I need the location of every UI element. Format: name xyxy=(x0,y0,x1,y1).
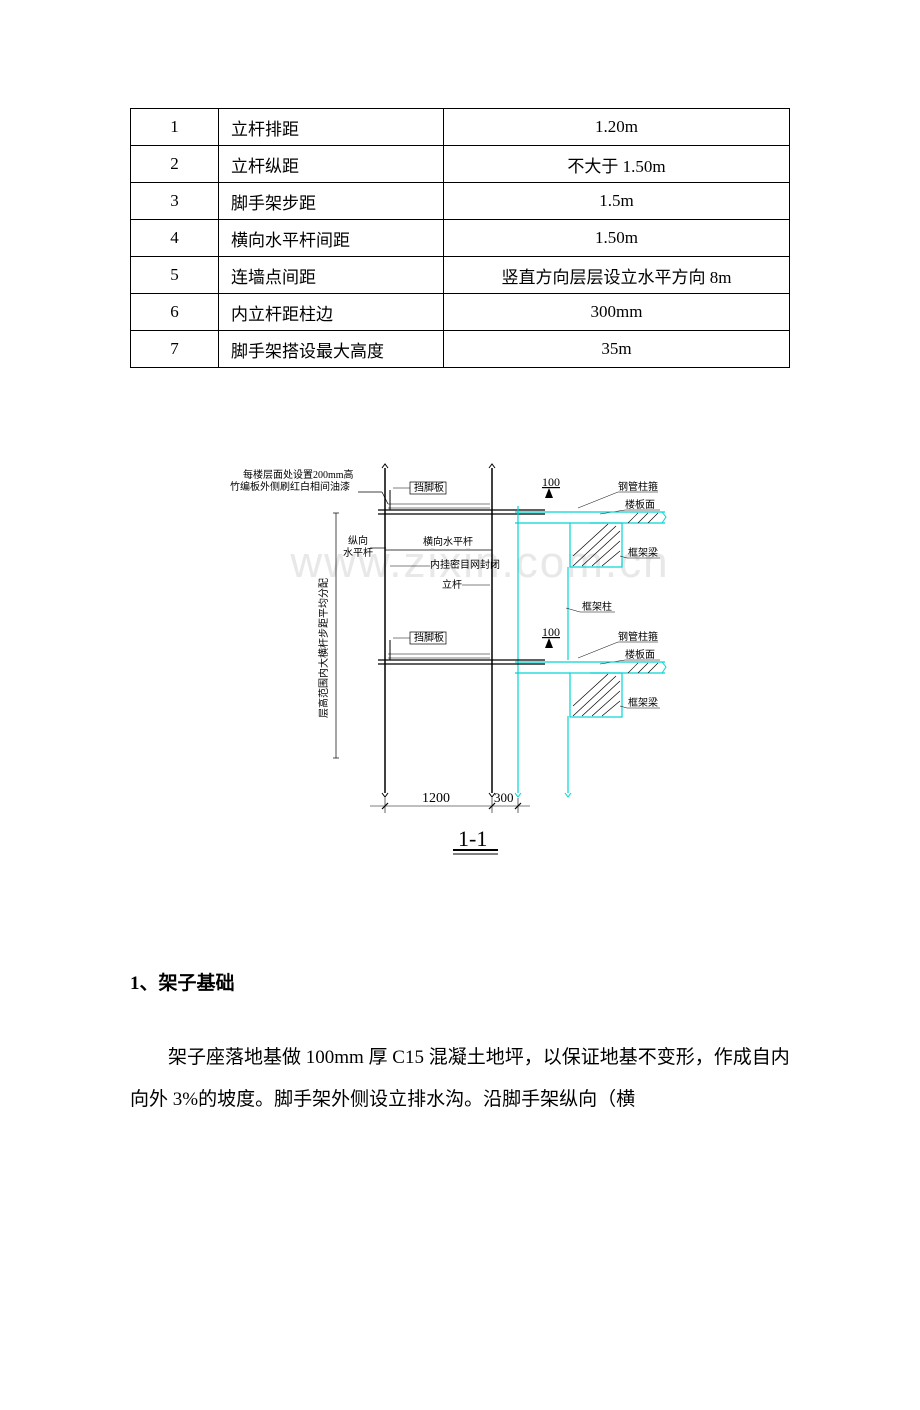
table-row: 2立杆纵距不大于 1.50m xyxy=(131,146,790,183)
label-shuipinggan: 水平杆 xyxy=(343,547,373,559)
dim-100-2: 100 xyxy=(542,625,560,639)
row-val: 1.5m xyxy=(444,183,790,220)
label-gangguan-1: 钢管柱箍 xyxy=(618,480,658,493)
label-dangjiaoban-1: 挡脚板 xyxy=(414,481,444,494)
label-kjz: 框架柱 xyxy=(582,600,612,613)
label-gangguan-2: 钢管柱箍 xyxy=(618,630,658,643)
label-ligan: 立杆 xyxy=(442,578,462,591)
label-neigua: 内挂密目网封闭 xyxy=(430,558,500,571)
row-name: 连墙点间距 xyxy=(219,257,444,294)
row-val: 竖直方向层层设立水平方向 8m xyxy=(444,257,790,294)
dim-300: 300 xyxy=(494,790,514,805)
label-louban-2: 楼板面 xyxy=(625,648,655,661)
row-name: 脚手架搭设最大高度 xyxy=(219,331,444,368)
row-val: 不大于 1.50m xyxy=(444,146,790,183)
section-label: 1-1 xyxy=(458,826,487,851)
row-name: 横向水平杆间距 xyxy=(219,220,444,257)
scaffold-diagram: 层高范围内大横杆步距平均分配 每楼层面处设置200mm高 竹编板外侧刷红白相间油… xyxy=(230,448,690,858)
section-1-body: 架子座落地基做 100mm 厚 C15 混凝土地坪，以保证地基不变形，作成自内向… xyxy=(130,1037,790,1121)
row-num: 1 xyxy=(131,109,219,146)
row-num: 6 xyxy=(131,294,219,331)
row-num: 2 xyxy=(131,146,219,183)
label-hengxiang: 横向水平杆 xyxy=(423,535,473,548)
table-row: 3脚手架步距1.5m xyxy=(131,183,790,220)
row-val: 1.20m xyxy=(444,109,790,146)
row-num: 7 xyxy=(131,331,219,368)
label-zongxiang: 纵向 xyxy=(348,534,368,547)
label-dangjiaoban-2: 挡脚板 xyxy=(414,631,444,644)
dim-1200: 1200 xyxy=(422,791,450,806)
row-name: 脚手架步距 xyxy=(219,183,444,220)
row-name: 立杆纵距 xyxy=(219,146,444,183)
table-row: 5连墙点间距竖直方向层层设立水平方向 8m xyxy=(131,257,790,294)
row-num: 5 xyxy=(131,257,219,294)
table-row: 6内立杆距柱边300mm xyxy=(131,294,790,331)
label-kjl-2: 框架梁 xyxy=(628,696,658,709)
note-top2: 竹编板外侧刷红白相间油漆 xyxy=(230,480,350,493)
label-kjl-1: 框架梁 xyxy=(628,546,658,559)
row-num: 4 xyxy=(131,220,219,257)
table-row: 4横向水平杆间距1.50m xyxy=(131,220,790,257)
row-val: 1.50m xyxy=(444,220,790,257)
row-val: 300mm xyxy=(444,294,790,331)
diagram-area: www.zixin.com.cn 层高范围内大横杆步距平均分配 每楼层面处设置2… xyxy=(130,448,790,858)
params-table: 1立杆排距1.20m2立杆纵距不大于 1.50m3脚手架步距1.5m4横向水平杆… xyxy=(130,108,790,368)
row-num: 3 xyxy=(131,183,219,220)
params-table-container: 1立杆排距1.20m2立杆纵距不大于 1.50m3脚手架步距1.5m4横向水平杆… xyxy=(130,108,790,368)
note-top1: 每楼层面处设置200mm高 xyxy=(243,468,354,481)
section-1: 1、架子基础 架子座落地基做 100mm 厚 C15 混凝土地坪，以保证地基不变… xyxy=(130,968,790,1121)
row-name: 立杆排距 xyxy=(219,109,444,146)
side-note: 层高范围内大横杆步距平均分配 xyxy=(317,578,330,718)
row-name: 内立杆距柱边 xyxy=(219,294,444,331)
label-louban-1: 楼板面 xyxy=(625,498,655,511)
row-val: 35m xyxy=(444,331,790,368)
section-1-heading: 1、架子基础 xyxy=(130,968,790,995)
table-row: 1立杆排距1.20m xyxy=(131,109,790,146)
dim-100-1: 100 xyxy=(542,475,560,489)
table-row: 7脚手架搭设最大高度35m xyxy=(131,331,790,368)
